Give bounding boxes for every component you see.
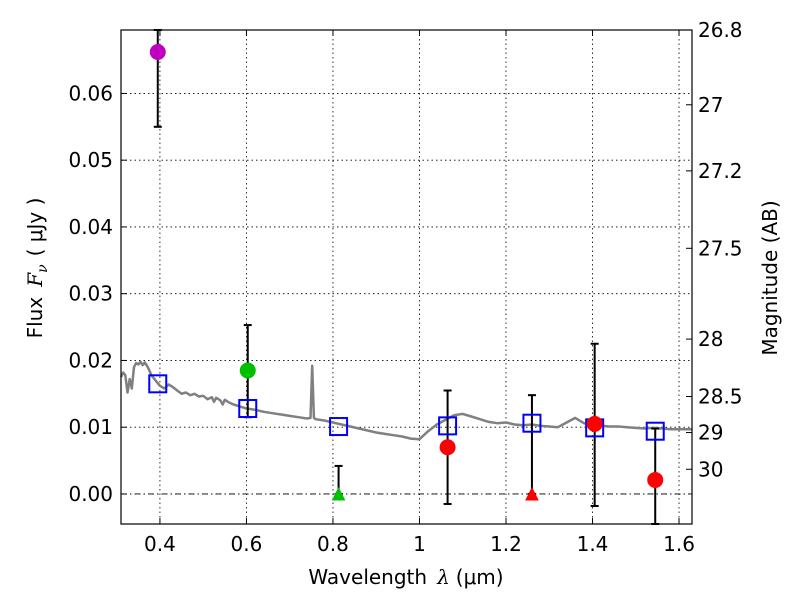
grid — [121, 30, 692, 524]
model-points — [148, 374, 665, 441]
model-point — [522, 413, 542, 433]
observed-point — [586, 415, 603, 432]
y2-tick-label: 30 — [698, 457, 723, 481]
y-tick-label: 0.06 — [68, 81, 113, 105]
x-tick-label: 0.8 — [317, 532, 349, 556]
model-point — [645, 421, 665, 441]
y-tick-label: 0.05 — [68, 148, 113, 172]
observed-points — [149, 44, 664, 501]
y2-tick-label: 27.5 — [698, 236, 743, 260]
model-point — [438, 416, 458, 436]
observed-point — [647, 471, 664, 488]
y-axis-label: FluxFν( μJy ) — [23, 198, 51, 339]
observed-point — [439, 439, 456, 456]
spectrum — [119, 360, 692, 441]
x-tick-label: 1.2 — [490, 532, 522, 556]
x-tick-label: 0.6 — [231, 532, 263, 556]
y2-tick-label: 27.2 — [698, 159, 743, 183]
y2-tick-label: 26.8 — [698, 18, 743, 42]
error-bars — [153, 29, 660, 525]
x-tick-label: 0.4 — [144, 532, 176, 556]
x-tick-label: 1.6 — [663, 532, 695, 556]
y-tick-label: 0.01 — [68, 415, 113, 439]
model-point — [148, 374, 168, 394]
spectrum-line — [119, 360, 692, 441]
observed-point — [239, 362, 256, 379]
y2-tick-label: 27 — [698, 93, 723, 117]
x-axis-label: Wavelength λ (μm) — [308, 565, 503, 589]
upper-limit-triangle — [525, 486, 539, 501]
y-tick-label: 0.03 — [68, 282, 113, 306]
y-tick-label: 0.00 — [68, 482, 113, 506]
model-point — [238, 399, 258, 419]
y-tick-label: 0.02 — [68, 348, 113, 372]
y-tick-label: 0.04 — [68, 215, 113, 239]
observed-point — [149, 44, 166, 61]
plot-frame — [120, 29, 693, 525]
y2-tick-label: 28.5 — [698, 384, 743, 408]
y2-tick-label: 28 — [698, 327, 723, 351]
y2-axis-label: Magnitude (AB) — [758, 200, 782, 355]
ticks: 0.4 0.6 0.8 1 1.2 1.4 1.6 0.00 0.01 0.02 0.03 0.04 0… — [68, 18, 742, 556]
model-point — [329, 417, 349, 437]
upper-limit-triangle — [331, 486, 346, 501]
x-tick-label: 1.4 — [577, 532, 609, 556]
x-tick-label: 1 — [413, 532, 426, 556]
y2-tick-label: 29 — [698, 421, 723, 445]
